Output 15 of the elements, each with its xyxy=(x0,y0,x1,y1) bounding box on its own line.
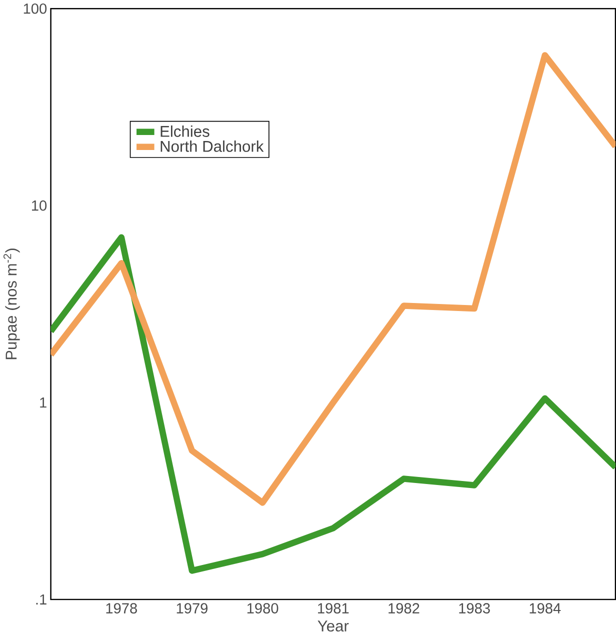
x-tick-label: 1980 xyxy=(247,603,278,614)
y-tick-label: 1 xyxy=(40,398,46,408)
legend-label: Elchies xyxy=(160,125,210,137)
x-tick-label: 1982 xyxy=(388,603,420,614)
x-axis-title: Year xyxy=(318,620,349,632)
x-tick-label: 1983 xyxy=(459,603,490,614)
y-tick-label: 100 xyxy=(24,3,47,14)
x-tick-label: 1984 xyxy=(530,603,561,614)
y-tick-label: .1 xyxy=(36,594,46,604)
x-tick-label: 1981 xyxy=(318,603,349,614)
x-tick-label: 1979 xyxy=(176,603,208,614)
y-axis-title: Pupae (nos m$^{-2}$) xyxy=(3,248,20,360)
legend-label: North Dalchork xyxy=(160,140,264,152)
y-tick-label: 10 xyxy=(32,200,47,211)
x-tick-label: 1978 xyxy=(106,603,137,614)
